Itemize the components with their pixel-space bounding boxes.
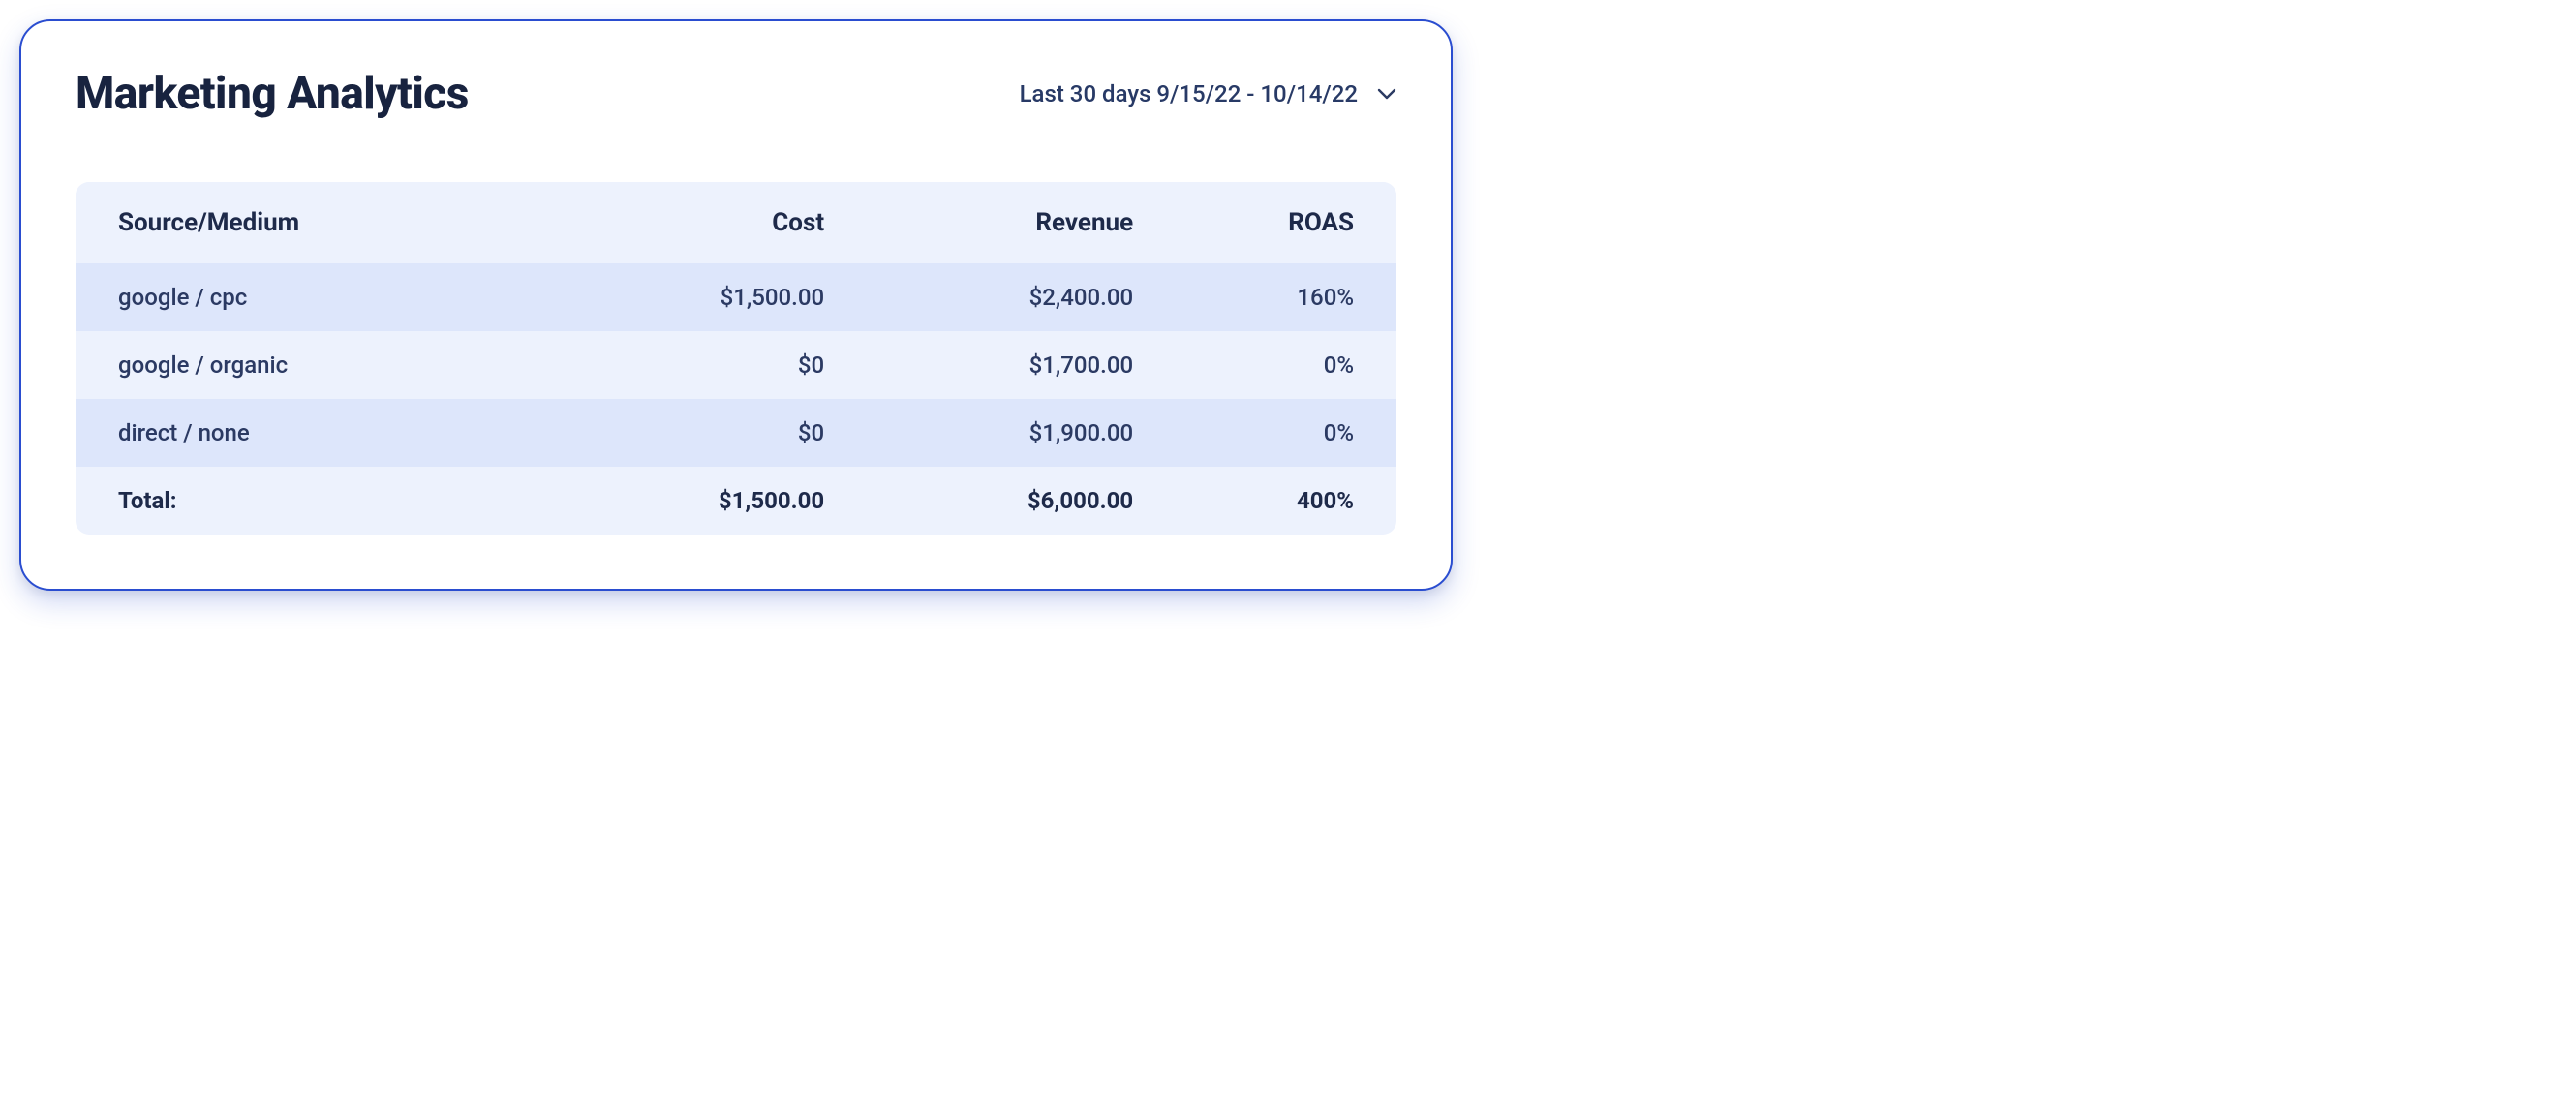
card-title: Marketing Analytics: [76, 68, 469, 120]
cell-total-label: Total:: [118, 487, 560, 514]
table-total-row: Total: $1,500.00 $6,000.00 400%: [76, 467, 1396, 535]
chevron-down-icon: [1377, 88, 1396, 100]
analytics-card: Marketing Analytics Last 30 days 9/15/22…: [19, 19, 1453, 591]
card-header: Marketing Analytics Last 30 days 9/15/22…: [76, 68, 1396, 120]
cell-roas: 0%: [1133, 351, 1354, 379]
cell-total-roas: 400%: [1133, 487, 1354, 514]
col-header-source: Source/Medium: [118, 208, 560, 237]
col-header-revenue: Revenue: [824, 208, 1133, 237]
analytics-table: Source/Medium Cost Revenue ROAS google /…: [76, 182, 1396, 535]
cell-source: google / cpc: [118, 284, 560, 311]
table-header-row: Source/Medium Cost Revenue ROAS: [76, 182, 1396, 263]
cell-revenue: $1,900.00: [824, 419, 1133, 446]
cell-source: google / organic: [118, 351, 560, 379]
table-row: google / organic $0 $1,700.00 0%: [76, 331, 1396, 399]
date-range-text: Last 30 days 9/15/22 - 10/14/22: [1020, 80, 1358, 107]
cell-cost: $0: [560, 419, 824, 446]
cell-source: direct / none: [118, 419, 560, 446]
col-header-cost: Cost: [560, 208, 824, 237]
col-header-roas: ROAS: [1133, 208, 1354, 237]
date-range-selector[interactable]: Last 30 days 9/15/22 - 10/14/22: [1020, 80, 1396, 107]
cell-cost: $1,500.00: [560, 284, 824, 311]
cell-revenue: $1,700.00: [824, 351, 1133, 379]
cell-roas: 160%: [1133, 284, 1354, 311]
cell-roas: 0%: [1133, 419, 1354, 446]
cell-cost: $0: [560, 351, 824, 379]
cell-total-revenue: $6,000.00: [824, 487, 1133, 514]
table-row: google / cpc $1,500.00 $2,400.00 160%: [76, 263, 1396, 331]
table-row: direct / none $0 $1,900.00 0%: [76, 399, 1396, 467]
cell-revenue: $2,400.00: [824, 284, 1133, 311]
cell-total-cost: $1,500.00: [560, 487, 824, 514]
